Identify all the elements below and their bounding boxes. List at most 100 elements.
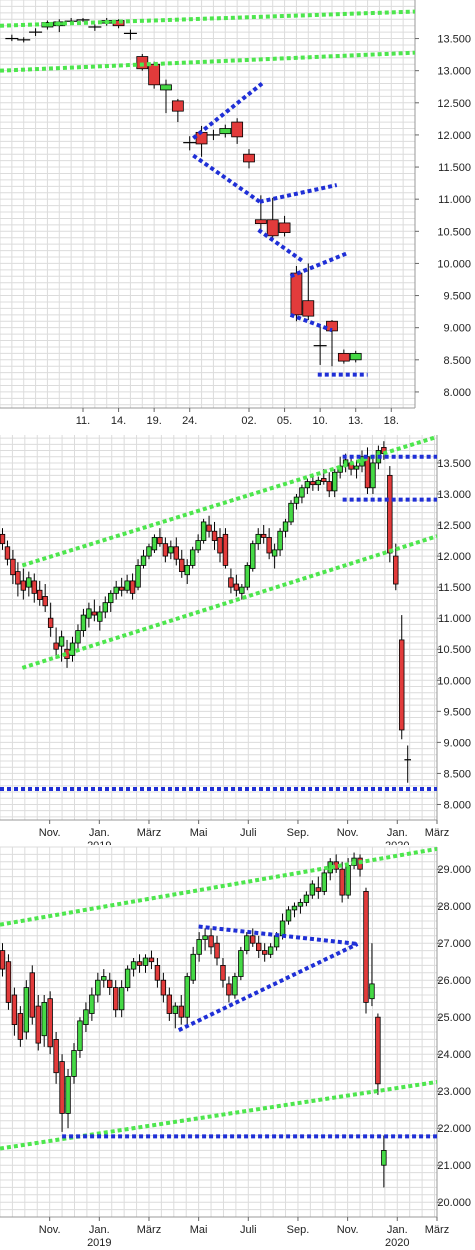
candle-body bbox=[266, 219, 279, 237]
candle bbox=[15, 562, 21, 597]
x-tick-label: 02. bbox=[241, 415, 256, 427]
candle-body bbox=[91, 611, 98, 616]
candle bbox=[162, 537, 169, 563]
candle-body bbox=[135, 565, 141, 588]
candle-body bbox=[160, 84, 172, 91]
y-tick-label: 28.000 bbox=[437, 901, 471, 913]
candle-body bbox=[10, 558, 16, 576]
candle bbox=[173, 537, 179, 566]
candle-body bbox=[238, 950, 244, 977]
candle-body bbox=[381, 1149, 387, 1166]
candle-body bbox=[345, 865, 351, 896]
candle bbox=[226, 976, 232, 1003]
candle-body bbox=[226, 983, 232, 996]
x-tick-label: 19. bbox=[146, 415, 161, 427]
candle bbox=[291, 902, 298, 918]
candle-body bbox=[315, 887, 322, 892]
candle-body bbox=[130, 961, 137, 970]
candle bbox=[231, 118, 244, 144]
candle bbox=[86, 602, 92, 628]
candle bbox=[219, 124, 232, 138]
candle-body bbox=[26, 577, 32, 588]
x-axis: 11.14.19.24.02.März05.10.13.18. bbox=[76, 408, 399, 427]
candle bbox=[77, 1017, 83, 1058]
candle-body bbox=[304, 481, 311, 489]
candle bbox=[17, 37, 31, 43]
candle-body bbox=[108, 592, 114, 604]
candle bbox=[243, 149, 255, 169]
grid bbox=[0, 435, 437, 820]
chart-panel-3: 29.000 28.000 27.000 26.000 25.000 24.000 23.0… bbox=[0, 846, 471, 1249]
candle-body bbox=[42, 596, 48, 607]
candle-body bbox=[171, 100, 184, 112]
blue-trendline bbox=[198, 924, 358, 946]
candle bbox=[140, 549, 147, 569]
candle-body bbox=[124, 968, 131, 988]
candle bbox=[282, 518, 289, 538]
candle-body bbox=[184, 976, 190, 1018]
candle-body bbox=[118, 586, 125, 591]
candle-body bbox=[321, 872, 327, 892]
y-tick-label: 9.000 bbox=[443, 737, 471, 749]
y-tick-label: 24.000 bbox=[437, 1049, 471, 1061]
candle-body bbox=[315, 479, 322, 486]
trendlines bbox=[0, 846, 438, 1151]
chart-panel-2: 13.500 13.000 12.500 12.000 11.500 11.000 10.5… bbox=[0, 434, 471, 845]
candle-body bbox=[65, 1075, 71, 1114]
candle bbox=[88, 24, 102, 31]
candle bbox=[267, 943, 274, 958]
y-axis: 13.500 13.000 12.500 12.000 11.500 11.000 10.5… bbox=[415, 34, 471, 399]
x-tick-label: Nov. bbox=[39, 827, 61, 839]
green-trendline bbox=[0, 9, 416, 28]
plot-area bbox=[0, 0, 415, 408]
candle bbox=[136, 53, 149, 71]
y-tick-label: 25.000 bbox=[437, 1012, 471, 1024]
candle bbox=[339, 861, 345, 903]
candle bbox=[399, 615, 405, 740]
blue-trendline bbox=[192, 81, 264, 140]
candles bbox=[0, 441, 412, 783]
candle bbox=[250, 928, 256, 947]
candle bbox=[271, 543, 278, 569]
candle-body bbox=[157, 537, 163, 545]
candle bbox=[130, 958, 137, 977]
candle-body bbox=[387, 474, 393, 554]
candle-body bbox=[184, 565, 190, 576]
candle-body bbox=[261, 950, 268, 955]
y-tick-label: 11.000 bbox=[438, 194, 471, 206]
candle-body bbox=[302, 300, 315, 317]
candle-body bbox=[208, 935, 214, 948]
trendlines bbox=[0, 9, 416, 377]
candle bbox=[349, 350, 362, 363]
candle bbox=[154, 958, 161, 988]
candle bbox=[375, 1013, 381, 1095]
candle-body bbox=[369, 983, 375, 1000]
candle bbox=[129, 573, 136, 600]
candle bbox=[277, 528, 283, 557]
candle-body bbox=[151, 537, 158, 551]
candle-body bbox=[189, 549, 196, 566]
candle-body bbox=[337, 352, 350, 362]
candle bbox=[195, 534, 201, 553]
candle bbox=[217, 528, 223, 563]
candle-body bbox=[232, 976, 238, 996]
candle bbox=[35, 995, 41, 1051]
candle bbox=[95, 972, 101, 1003]
candle-body bbox=[148, 63, 161, 86]
candle bbox=[118, 577, 125, 597]
candle bbox=[261, 943, 268, 962]
candle bbox=[266, 197, 279, 238]
candle bbox=[220, 958, 226, 988]
candle-body bbox=[277, 530, 283, 551]
candle bbox=[47, 602, 54, 637]
x-tick-label: Mai bbox=[190, 1224, 208, 1236]
candle-body bbox=[206, 524, 212, 532]
candle-body bbox=[53, 1038, 59, 1074]
candle bbox=[238, 946, 244, 981]
candle-body bbox=[279, 920, 286, 937]
y-tick-label: 12.000 bbox=[437, 551, 471, 563]
candle bbox=[250, 540, 256, 572]
candle-body bbox=[291, 905, 298, 911]
candle bbox=[190, 946, 196, 984]
